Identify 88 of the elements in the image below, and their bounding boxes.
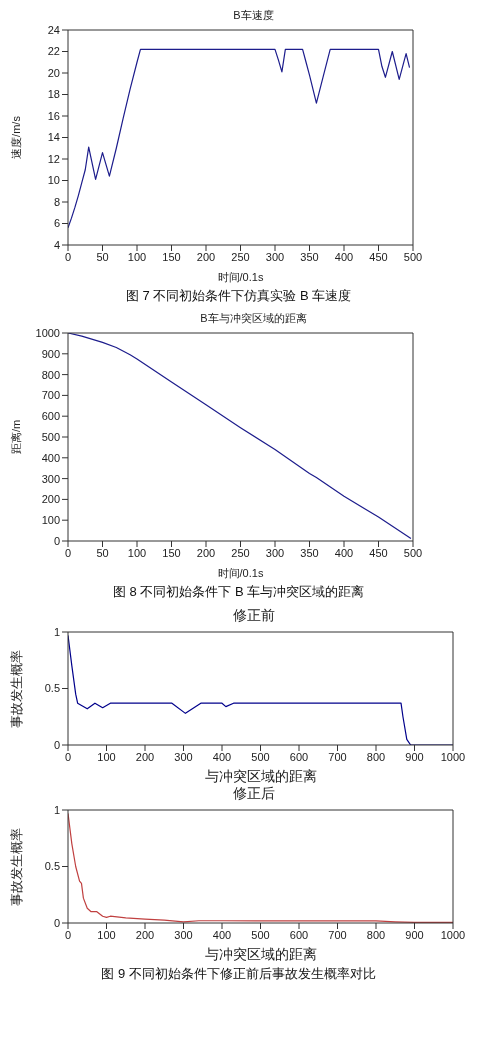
y-axis-title: 事故发生概率: [8, 649, 24, 728]
y-tick-label: 200: [41, 493, 60, 506]
x-tick-label: 350: [300, 546, 319, 559]
x-tick-label: 500: [403, 250, 423, 263]
y-axis-title: 事故发生概率: [8, 827, 24, 906]
y-axis-title: 距离/m: [9, 419, 22, 455]
y-tick-label: 300: [41, 472, 60, 485]
x-tick-label: 800: [366, 928, 386, 941]
x-tick-label: 500: [251, 928, 270, 941]
x-tick-label: 100: [127, 250, 147, 263]
x-axis-title: 与冲突区域的距离: [204, 946, 317, 962]
y-tick-label: 16: [47, 109, 60, 122]
chart-title: B车速度: [232, 8, 275, 23]
x-axis-title: 时间/0.1s: [217, 271, 264, 283]
x-tick-label: 900: [405, 750, 424, 763]
x-tick-label: 700: [328, 750, 347, 763]
y-tick-label: 22: [47, 45, 60, 58]
x-tick-label: 700: [328, 928, 347, 941]
y-tick-label: 0.5: [44, 860, 60, 873]
x-tick-label: 150: [162, 250, 181, 263]
x-tick-label: 350: [300, 250, 319, 263]
y-tick-label: 8: [53, 195, 60, 208]
x-tick-label: 400: [212, 750, 232, 763]
y-tick-label: 4: [53, 238, 60, 251]
line-series: [68, 48, 411, 229]
x-tick-label: 900: [405, 928, 424, 941]
x-tick-label: 300: [265, 250, 285, 263]
y-tick-label: 0: [53, 916, 60, 929]
caption: 图 8 不同初始条件下 B 车与冲突区域的距离: [111, 583, 366, 601]
x-tick-label: 300: [174, 750, 193, 763]
x-tick-label: 500: [251, 750, 270, 763]
chart-title: 修正前: [231, 607, 276, 625]
x-tick-label: 250: [231, 546, 250, 559]
y-tick-label: 1: [53, 625, 60, 638]
y-tick-label: 24: [47, 23, 60, 36]
y-tick-label: 6: [53, 217, 60, 230]
x-tick-label: 600: [289, 750, 309, 763]
y-tick-label: 900: [41, 347, 60, 360]
x-tick-label: 500: [403, 546, 423, 559]
y-tick-label: 100: [41, 514, 60, 527]
y-tick-label: 14: [47, 131, 60, 144]
x-tick-label: 0: [64, 546, 72, 559]
chart-title: 修正后: [231, 785, 276, 803]
y-tick-label: 1000: [35, 326, 60, 339]
x-tick-label: 200: [135, 928, 155, 941]
x-tick-label: 100: [127, 546, 147, 559]
x-tick-label: 150: [162, 546, 181, 559]
x-tick-label: 0: [64, 750, 72, 763]
x-tick-label: 1000: [440, 750, 466, 763]
y-tick-label: 700: [41, 389, 60, 402]
x-tick-label: 800: [366, 750, 386, 763]
x-tick-label: 200: [196, 546, 216, 559]
x-tick-label: 600: [289, 928, 309, 941]
y-tick-label: 600: [41, 410, 60, 423]
y-tick-label: 10: [47, 174, 60, 187]
x-tick-label: 50: [96, 250, 109, 263]
x-tick-label: 400: [334, 546, 354, 559]
y-tick-label: 0: [53, 534, 60, 547]
y-tick-label: 12: [47, 152, 60, 165]
y-tick-label: 0: [53, 738, 60, 751]
caption: 图 9 不同初始条件下修正前后事故发生概率对比: [100, 965, 377, 983]
x-tick-label: 100: [97, 750, 116, 763]
x-tick-label: 450: [369, 250, 388, 263]
x-tick-label: 400: [212, 928, 232, 941]
x-axis-title: 与冲突区域的距离: [204, 768, 317, 784]
x-tick-label: 250: [231, 250, 250, 263]
x-tick-label: 50: [96, 546, 109, 559]
x-tick-label: 0: [64, 250, 72, 263]
x-axis-title: 时间/0.1s: [217, 567, 264, 579]
x-tick-label: 300: [265, 546, 285, 559]
y-tick-label: 800: [41, 368, 60, 381]
x-tick-label: 400: [334, 250, 354, 263]
x-tick-label: 1000: [440, 928, 466, 941]
x-tick-label: 200: [196, 250, 216, 263]
chart-title: B车与冲突区域的距离: [199, 311, 308, 326]
y-tick-label: 1: [53, 803, 60, 816]
y-tick-label: 18: [47, 88, 60, 101]
y-tick-label: 0.5: [44, 682, 60, 695]
x-tick-label: 200: [135, 750, 155, 763]
x-tick-label: 0: [64, 928, 72, 941]
y-axis-title: 速度/m/s: [9, 115, 22, 159]
y-tick-label: 400: [41, 451, 60, 464]
caption: 图 7 不同初始条件下仿真实验 B 车速度: [124, 287, 353, 305]
y-tick-label: 20: [47, 66, 60, 79]
x-tick-label: 450: [369, 546, 388, 559]
x-tick-label: 100: [97, 928, 116, 941]
x-tick-label: 300: [174, 928, 193, 941]
y-tick-label: 500: [41, 430, 60, 443]
